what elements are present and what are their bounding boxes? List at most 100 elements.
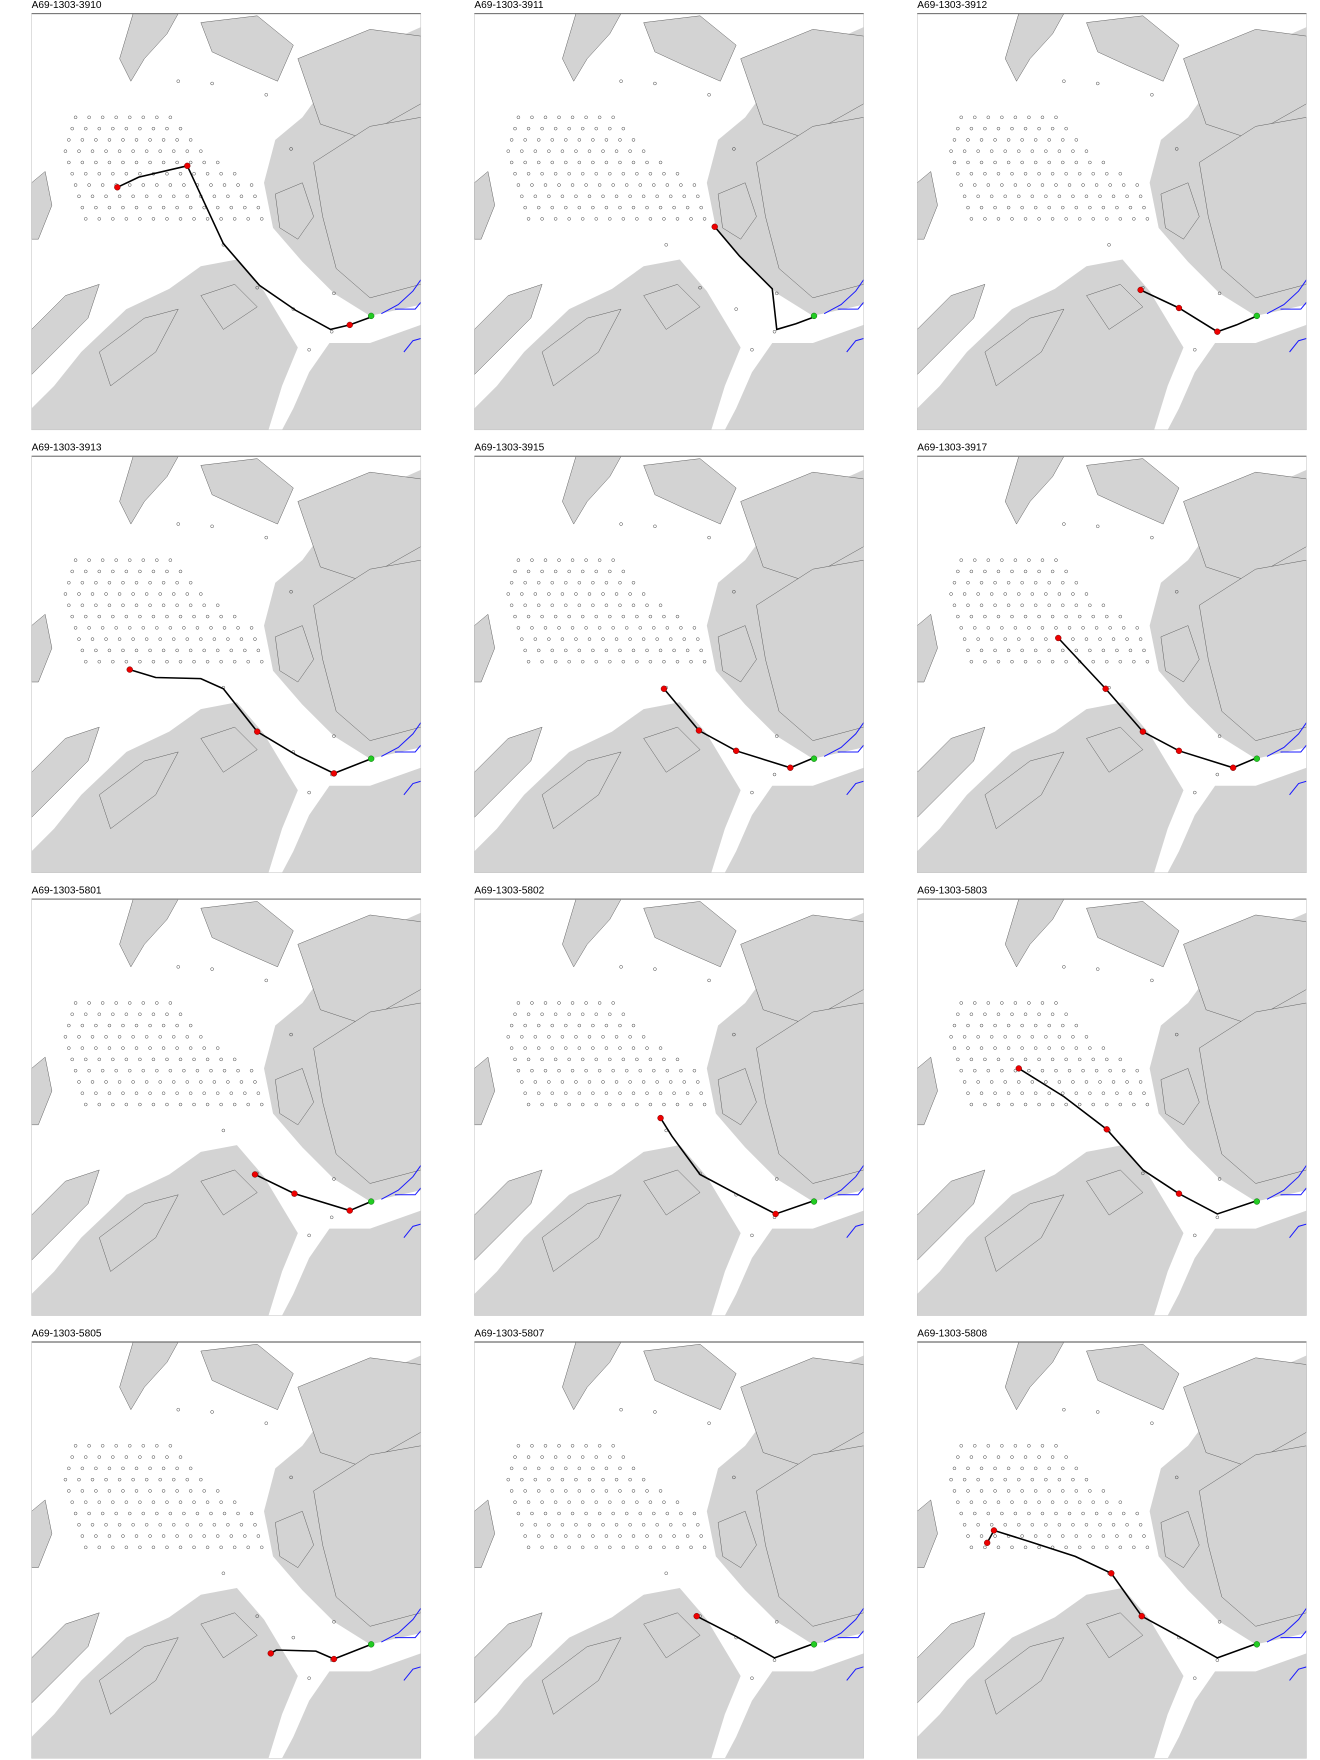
receiver bbox=[989, 592, 994, 596]
receiver bbox=[587, 1477, 592, 1482]
receiver bbox=[570, 1001, 575, 1005]
receiver bbox=[550, 1091, 554, 1095]
receiver bbox=[100, 1511, 105, 1516]
receiver bbox=[128, 1068, 132, 1073]
receiver bbox=[1084, 1035, 1089, 1039]
receiver bbox=[1033, 1046, 1038, 1050]
receiver bbox=[608, 659, 612, 664]
receiver bbox=[543, 1068, 548, 1073]
receiver bbox=[111, 172, 115, 176]
receiver bbox=[1027, 1444, 1031, 1448]
receiver bbox=[1108, 1511, 1112, 1516]
receiver bbox=[176, 522, 180, 526]
receiver bbox=[601, 194, 605, 198]
receiver bbox=[289, 1032, 293, 1037]
receiver bbox=[648, 172, 653, 176]
receiver bbox=[591, 648, 595, 653]
receiver bbox=[696, 1080, 700, 1084]
receiver bbox=[952, 138, 957, 142]
receiver bbox=[1064, 217, 1068, 221]
receiver bbox=[205, 1500, 210, 1504]
receiver bbox=[138, 126, 142, 131]
receiver bbox=[526, 1057, 531, 1062]
receiver bbox=[1115, 1091, 1119, 1095]
receiver bbox=[530, 115, 534, 120]
receiver bbox=[1020, 1466, 1024, 1471]
receiver bbox=[172, 149, 176, 153]
receiver bbox=[243, 648, 247, 653]
receiver bbox=[564, 1534, 568, 1538]
receiver bbox=[618, 1023, 622, 1028]
detection bbox=[1139, 728, 1147, 735]
receiver bbox=[966, 1046, 970, 1050]
receiver bbox=[253, 637, 257, 641]
receiver bbox=[969, 1057, 974, 1062]
receiver bbox=[557, 1001, 561, 1005]
receiver bbox=[1150, 93, 1154, 97]
receiver bbox=[188, 648, 193, 653]
basemap bbox=[917, 1342, 1307, 1759]
receiver bbox=[1030, 1523, 1034, 1527]
receiver bbox=[1010, 217, 1014, 221]
receiver bbox=[144, 149, 149, 153]
detection bbox=[1175, 304, 1183, 312]
receiver bbox=[523, 138, 527, 142]
receiver bbox=[161, 138, 166, 142]
receiver bbox=[1033, 648, 1038, 653]
receiver bbox=[1088, 1489, 1092, 1493]
receiver bbox=[1050, 126, 1055, 131]
receiver bbox=[1006, 603, 1011, 607]
receiver bbox=[1121, 1068, 1126, 1073]
receiver bbox=[188, 138, 193, 142]
receiver bbox=[597, 1068, 602, 1073]
receiver bbox=[87, 558, 91, 562]
receiver bbox=[618, 160, 622, 165]
receiver bbox=[966, 1091, 970, 1095]
receiver bbox=[70, 614, 74, 619]
receiver bbox=[732, 147, 736, 151]
receiver bbox=[618, 1046, 622, 1050]
receiver bbox=[1023, 1500, 1028, 1504]
panel-frame bbox=[917, 13, 1307, 431]
receiver bbox=[537, 1466, 541, 1471]
receiver bbox=[1003, 592, 1007, 596]
receiver bbox=[104, 1477, 108, 1482]
receiver bbox=[584, 1444, 588, 1448]
receiver bbox=[188, 1091, 193, 1095]
receiver bbox=[675, 1500, 680, 1504]
receiver bbox=[587, 592, 592, 596]
receiver bbox=[581, 659, 585, 664]
receiver bbox=[1193, 348, 1197, 352]
receiver bbox=[77, 637, 81, 641]
receiver bbox=[1027, 183, 1031, 187]
receiver bbox=[621, 1500, 626, 1504]
receiver bbox=[631, 160, 636, 165]
receiver bbox=[564, 648, 568, 653]
receiver bbox=[188, 1466, 193, 1471]
receiver bbox=[993, 1091, 997, 1095]
detection bbox=[1175, 747, 1183, 754]
receiver bbox=[161, 1466, 166, 1471]
detection bbox=[657, 1114, 664, 1122]
receiver bbox=[124, 172, 129, 176]
receiver bbox=[1013, 1511, 1018, 1516]
receiver bbox=[151, 217, 156, 221]
receiver bbox=[567, 1057, 571, 1062]
receiver bbox=[996, 1500, 1001, 1504]
receiver bbox=[100, 1068, 105, 1073]
release-site bbox=[1253, 312, 1260, 320]
receiver bbox=[523, 581, 527, 585]
receiver bbox=[70, 172, 74, 176]
receiver bbox=[1064, 1057, 1068, 1062]
receiver bbox=[653, 524, 657, 529]
receiver bbox=[567, 126, 571, 131]
receiver bbox=[256, 1534, 261, 1538]
receiver bbox=[1006, 205, 1011, 210]
receiver bbox=[550, 603, 554, 607]
receiver bbox=[1037, 172, 1041, 176]
receiver bbox=[84, 126, 88, 131]
receiver bbox=[1064, 126, 1068, 131]
receiver bbox=[577, 138, 582, 142]
receiver bbox=[1040, 1001, 1045, 1005]
receiver bbox=[1062, 1408, 1066, 1412]
